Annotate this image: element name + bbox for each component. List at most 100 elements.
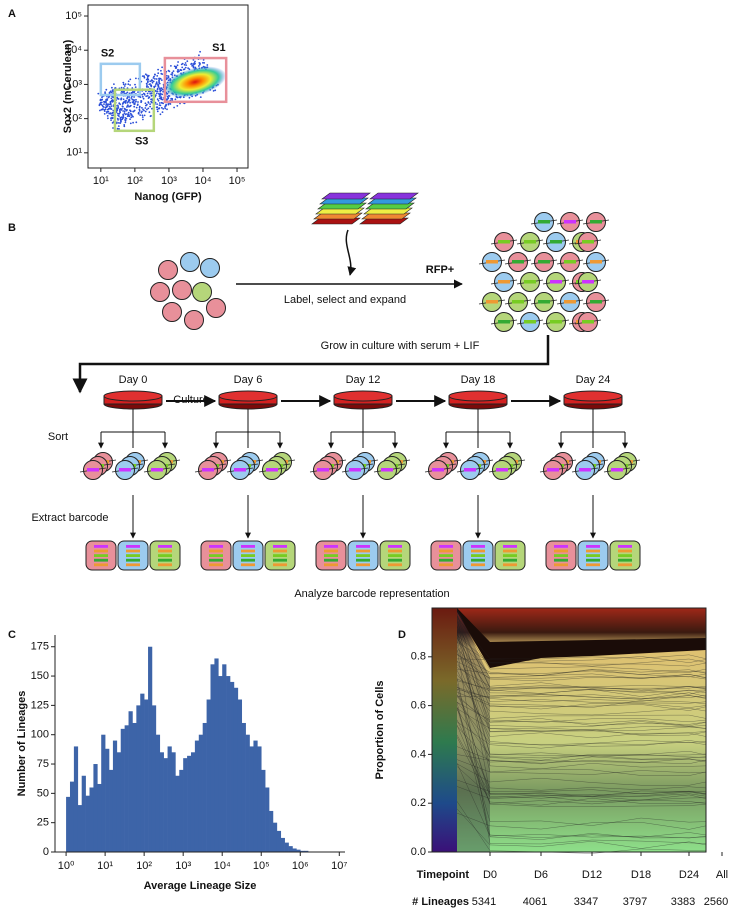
barcode: [503, 545, 517, 548]
cell-dot: [119, 103, 122, 106]
cell-dot: [160, 106, 163, 109]
cell-dot: [159, 88, 161, 91]
bar: [93, 764, 98, 852]
cell-dot: [159, 97, 162, 100]
y-axis-label: Sox2 (mCerulean): [62, 39, 74, 133]
cell-dot: [120, 118, 122, 121]
lineage-line: [456, 625, 707, 735]
category-label: D18: [631, 869, 651, 881]
cell-dot: [117, 104, 119, 107]
cell-dot: [117, 98, 120, 100]
cell-dot: [156, 110, 159, 113]
cell-dot: [167, 103, 170, 106]
cell-dot: [122, 81, 125, 84]
cell-dot: [169, 103, 172, 105]
barcode-library: [361, 212, 411, 220]
cell-dot: [123, 125, 126, 128]
y-tick-label: 0.2: [411, 797, 426, 809]
arrow: [72, 335, 550, 394]
cell-dot: [117, 119, 119, 121]
cell-dot: [154, 78, 156, 80]
barcode: [202, 468, 214, 472]
cell: [162, 302, 182, 322]
barcode: [388, 558, 402, 562]
barcode: [324, 545, 338, 548]
lineage-count: 2560: [704, 896, 728, 908]
cell-dot: [129, 110, 132, 113]
barcode-library: [311, 217, 361, 225]
barcode: [512, 260, 524, 264]
cell-dot: [110, 99, 113, 102]
cell-dot: [137, 111, 140, 114]
barcode: [486, 260, 498, 264]
lineage-line: [456, 668, 707, 676]
lineage-line: [456, 689, 707, 700]
plot-frame: [431, 607, 707, 853]
cell-dot: [106, 110, 108, 113]
cell-dot: [171, 71, 174, 74]
y-tick-label: 10³: [66, 78, 82, 90]
bar: [276, 830, 282, 852]
cell-dot: [212, 90, 215, 92]
barcode: [209, 563, 223, 567]
cell-dot: [120, 86, 123, 89]
cell-dot: [142, 118, 144, 121]
cell-dot: [157, 83, 159, 86]
barcode-library: [319, 197, 369, 205]
cell-dot: [158, 104, 161, 106]
barcode: [324, 563, 338, 567]
cell-dot: [179, 69, 182, 71]
barcode: [590, 300, 602, 304]
lineage-line: [456, 736, 707, 806]
cell-dot: [122, 114, 125, 117]
bar: [112, 740, 118, 852]
cell-dot: [145, 104, 147, 107]
barcode: [471, 558, 485, 562]
barcode: [564, 260, 576, 264]
cell-dot: [107, 96, 110, 98]
barcode-library: [363, 207, 413, 215]
cell-dot: [174, 98, 177, 101]
cell-dot: [132, 100, 135, 103]
cell-dot: [131, 91, 134, 93]
cell-dot: [183, 63, 186, 66]
cell-dot: [175, 66, 178, 68]
cell-dot: [118, 112, 121, 115]
cell-dot: [147, 107, 150, 110]
cell-dot: [129, 112, 132, 115]
bar: [66, 796, 71, 852]
cell-dot: [141, 75, 144, 77]
cell-dot: [100, 103, 102, 106]
cell-dot: [158, 93, 161, 96]
cell-dot: [103, 103, 105, 105]
cell-dot: [120, 92, 123, 94]
x-tick-label: 10²: [127, 175, 143, 187]
cell-dot: [171, 74, 174, 76]
cell-dot: [140, 100, 143, 102]
bar: [245, 734, 250, 852]
cell-dot: [199, 50, 202, 53]
cell-dot: [110, 105, 113, 107]
panel-label: C: [8, 629, 16, 641]
cell-dot: [142, 97, 145, 100]
barcode: [439, 558, 453, 562]
bar: [265, 787, 270, 852]
barcode-library: [367, 197, 417, 205]
barcode: [554, 558, 568, 562]
barcode: [618, 554, 632, 557]
cell-dot: [146, 86, 148, 88]
rfp-label: RFP+: [426, 264, 454, 276]
lineage-line: [456, 688, 707, 795]
cell-dot: [103, 109, 106, 111]
cell-dot: [115, 122, 118, 125]
dish-top: [103, 390, 163, 402]
arrow: [345, 229, 357, 276]
barcode: [550, 320, 562, 324]
cell-dot: [161, 88, 164, 91]
cell-dot: [118, 115, 120, 117]
cell-dot: [153, 75, 155, 78]
cell-dot: [149, 105, 152, 108]
barcode: [496, 468, 508, 472]
lineage-line: [456, 674, 707, 716]
